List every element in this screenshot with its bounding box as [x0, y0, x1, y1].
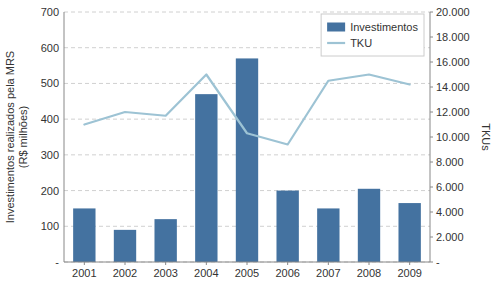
- x-tick: [165, 262, 166, 265]
- y2-tick: [430, 37, 433, 38]
- y2-tick-label: 18.000: [436, 31, 470, 43]
- bar: [276, 191, 298, 262]
- legend-label: Investimentos: [350, 21, 418, 33]
- y2-tick: [430, 112, 433, 113]
- y2-tick: [430, 162, 433, 163]
- y-tick-label: 500: [41, 77, 59, 89]
- legend-label: TKU: [350, 37, 372, 49]
- y-tick-label: 200: [41, 185, 59, 197]
- legend-swatch: [327, 23, 345, 32]
- bar-series: [73, 58, 421, 262]
- x-tick-label: 2008: [357, 267, 381, 279]
- y-tick-label: 400: [41, 113, 59, 125]
- plot-area: [73, 58, 421, 262]
- x-tick: [369, 262, 370, 265]
- bar: [154, 219, 176, 262]
- legend-box: [321, 14, 424, 56]
- x-tick-label: 2006: [275, 267, 299, 279]
- y2-tick: [430, 62, 433, 63]
- legend: Investimentos TKU: [321, 14, 424, 56]
- y-axis-label-line: Investimentos realizados pela MRS: [4, 51, 16, 223]
- bar: [73, 208, 95, 262]
- y2-tick-label: -: [436, 256, 440, 268]
- bar: [236, 58, 258, 262]
- bar: [358, 189, 380, 262]
- x-tick-label: 2009: [397, 267, 421, 279]
- y2-tick: [430, 262, 433, 263]
- x-tick: [84, 262, 85, 265]
- y-tick-label: 300: [41, 149, 59, 161]
- line: [84, 75, 409, 145]
- y-tick-label: 100: [41, 220, 59, 232]
- bar: [398, 203, 420, 262]
- y2-tick-label: 6.000: [436, 181, 464, 193]
- bar: [317, 208, 339, 262]
- grid-line: [64, 12, 430, 13]
- y2-tick: [430, 87, 433, 88]
- axes: 2001 2002 2003 2004 2005 2006 2007 2008 2009 - 100…: [41, 6, 470, 279]
- y2-tick-label: 4.000: [436, 206, 464, 218]
- y2-tick-label: 10.000: [436, 131, 470, 143]
- y2-tick-label: 8.000: [436, 156, 464, 168]
- y2-tick-label: 16.000: [436, 56, 470, 68]
- y2-tick: [430, 237, 433, 238]
- y2-tick-label: 20.000: [436, 6, 470, 18]
- y2-tick: [430, 137, 433, 138]
- x-tick-label: 2005: [235, 267, 259, 279]
- x-tick: [125, 262, 126, 265]
- y2-tick: [430, 12, 433, 13]
- y2-tick-label: 12.000: [436, 106, 470, 118]
- x-tick: [328, 262, 329, 265]
- x-tick-label: 2001: [72, 267, 96, 279]
- grid: [64, 12, 430, 262]
- x-tick-label: 2004: [194, 267, 218, 279]
- y-axis-label-line: (R$ milhões): [17, 106, 29, 168]
- legend-swatch: [327, 42, 345, 44]
- y2-axis-label: TKUs: [480, 123, 492, 151]
- y2-tick-label: 2.000: [436, 231, 464, 243]
- y2-tick: [430, 187, 433, 188]
- x-tick-label: 2002: [113, 267, 137, 279]
- bar: [195, 94, 217, 262]
- chart: 2001 2002 2003 2004 2005 2006 2007 2008 2009 - 100…: [0, 0, 492, 290]
- y-tick-label: 700: [41, 6, 59, 18]
- y2-tick-label: 14.000: [436, 81, 470, 93]
- y-tick-label: -: [55, 256, 59, 268]
- x-tick-label: 2003: [153, 267, 177, 279]
- bar: [114, 230, 136, 262]
- x-tick: [206, 262, 207, 265]
- y-axis-label: Investimentos realizados pela MRS(R$ mil…: [4, 51, 29, 223]
- x-tick: [409, 262, 410, 265]
- x-tick: [287, 262, 288, 265]
- y-axis-line: [64, 12, 65, 262]
- x-tick: [247, 262, 248, 265]
- y2-tick: [430, 212, 433, 213]
- x-tick-label: 2007: [316, 267, 340, 279]
- y-tick-label: 600: [41, 42, 59, 54]
